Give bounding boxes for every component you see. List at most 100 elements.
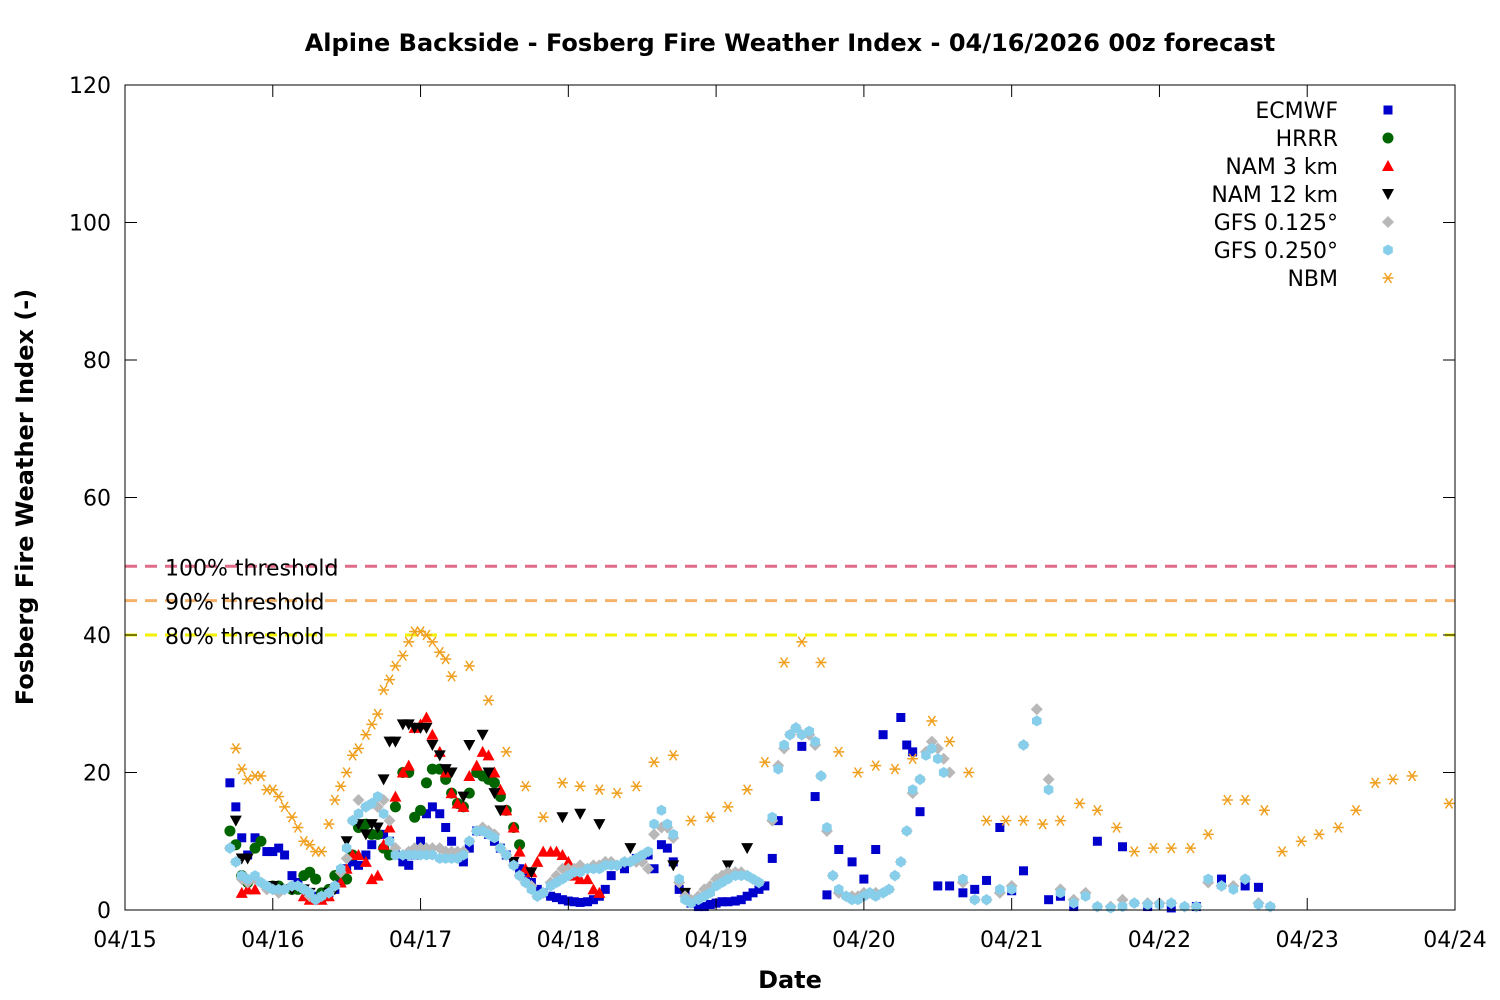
data-point — [981, 815, 993, 827]
data-point — [495, 842, 506, 854]
data-point — [1253, 899, 1264, 910]
data-point — [538, 887, 548, 899]
data-point — [686, 897, 696, 909]
data-point — [441, 823, 451, 832]
data-point — [415, 804, 427, 816]
data-point — [390, 849, 401, 861]
data-point — [1069, 897, 1079, 909]
data-point — [464, 843, 474, 853]
data-point — [643, 846, 653, 858]
data-point — [397, 650, 409, 662]
data-point — [458, 857, 468, 867]
data-point — [1142, 899, 1153, 910]
data-point — [593, 784, 605, 796]
data-point — [915, 773, 925, 785]
data-point — [593, 886, 606, 898]
data-point — [970, 884, 980, 894]
data-point — [316, 890, 327, 902]
data-point — [377, 838, 390, 850]
data-point — [347, 749, 359, 761]
data-point — [1239, 794, 1251, 806]
data-point — [402, 759, 415, 771]
data-point — [360, 729, 372, 741]
data-point — [970, 894, 980, 906]
data-point — [513, 845, 526, 857]
data-point — [574, 808, 587, 820]
data-point — [822, 822, 832, 833]
data-point — [1055, 887, 1066, 899]
data-point — [532, 884, 542, 894]
data-point — [494, 805, 507, 817]
data-point — [907, 784, 918, 796]
data-point — [359, 829, 372, 841]
x-tick-label: 04/23 — [1276, 928, 1339, 953]
data-point — [237, 833, 247, 843]
data-point — [656, 840, 666, 850]
data-point — [366, 718, 378, 730]
data-point — [389, 736, 402, 748]
data-point — [557, 895, 567, 905]
data-point — [426, 636, 438, 648]
data-point — [482, 767, 495, 779]
data-point — [1217, 874, 1227, 884]
data-point — [286, 811, 298, 823]
data-point — [556, 849, 569, 860]
x-axis-label: Date — [758, 966, 822, 994]
data-point — [902, 740, 912, 750]
data-point — [463, 740, 476, 751]
data-point — [1443, 798, 1455, 809]
data-point — [341, 842, 352, 854]
data-point — [249, 883, 262, 895]
y-tick-label: 100 — [69, 212, 111, 237]
data-point — [1111, 822, 1123, 833]
data-point — [482, 749, 495, 761]
data-point — [267, 784, 279, 796]
data-point — [730, 896, 740, 906]
data-point — [255, 835, 267, 847]
data-point — [514, 870, 525, 882]
data-point — [310, 873, 322, 885]
data-point — [870, 760, 882, 772]
data-point — [736, 895, 746, 905]
data-point — [353, 860, 363, 870]
data-point — [995, 823, 1005, 832]
data-point — [359, 855, 372, 867]
data-point — [550, 845, 563, 857]
data-point — [1179, 901, 1190, 913]
data-point — [797, 729, 807, 741]
legend-label: NBM — [1287, 267, 1338, 292]
data-point — [581, 873, 594, 885]
data-point — [705, 887, 715, 899]
data-point — [426, 842, 439, 855]
data-point — [241, 853, 254, 865]
data-point — [330, 880, 340, 892]
data-point — [717, 897, 727, 907]
data-point — [1203, 873, 1213, 885]
data-point — [367, 797, 377, 809]
data-point — [488, 788, 501, 800]
data-point — [384, 835, 395, 847]
data-point — [292, 822, 304, 833]
data-point — [470, 759, 483, 771]
data-point — [365, 819, 378, 831]
data-point — [1092, 836, 1102, 846]
data-point — [1165, 842, 1177, 854]
data-point — [230, 743, 242, 754]
threshold-label: 90% threshold — [165, 591, 325, 616]
data-point — [389, 801, 401, 813]
data-point — [741, 784, 753, 796]
data-point — [574, 780, 586, 792]
data-point — [501, 849, 511, 861]
data-point — [810, 736, 820, 748]
data-point — [231, 856, 241, 868]
data-point — [938, 767, 949, 778]
y-tick-label: 60 — [83, 487, 111, 512]
data-point — [556, 812, 569, 824]
data-point — [1191, 901, 1202, 913]
data-point — [305, 887, 315, 899]
data-point — [741, 843, 754, 855]
data-point — [1018, 739, 1029, 751]
data-point — [721, 860, 734, 872]
data-point — [944, 736, 956, 747]
data-point — [224, 825, 236, 837]
